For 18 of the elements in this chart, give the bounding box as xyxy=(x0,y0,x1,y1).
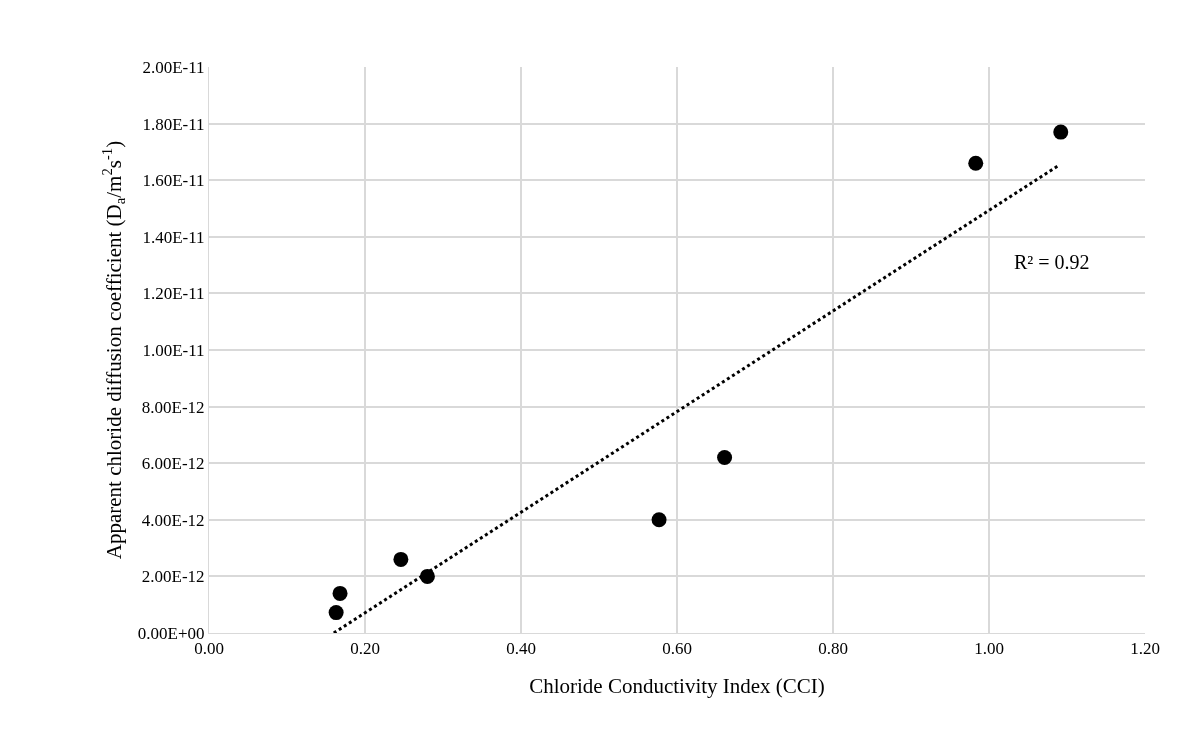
x-tick-label: 0.20 xyxy=(350,639,380,659)
y-tick-label: 2.00E-11 xyxy=(142,57,205,77)
y-tick-label: 2.00E-12 xyxy=(141,567,205,587)
y-tick-label: 1.80E-11 xyxy=(142,114,205,134)
y-tick-label: 6.00E-12 xyxy=(141,454,205,474)
x-tick-label: 0.80 xyxy=(818,639,848,659)
annotation: R² = 0.92 xyxy=(1014,251,1090,273)
y-tick-label: 1.00E-11 xyxy=(142,340,205,360)
x-tick-label: 0.40 xyxy=(506,639,536,659)
x-tick-label: 1.20 xyxy=(1130,639,1160,659)
y-tick-label: 1.40E-11 xyxy=(142,227,205,247)
x-tick-label: 1.00 xyxy=(974,639,1004,659)
y-tick-label: 1.60E-11 xyxy=(142,171,205,191)
x-axis-title: Chloride Conductivity Index (CCI) xyxy=(529,673,825,698)
y-tick-label: 4.00E-12 xyxy=(141,510,205,530)
x-tick-label: 0.60 xyxy=(662,639,692,659)
y-tick-label: 1.20E-11 xyxy=(142,284,205,304)
y-tick-label: 8.00E-12 xyxy=(141,397,205,417)
